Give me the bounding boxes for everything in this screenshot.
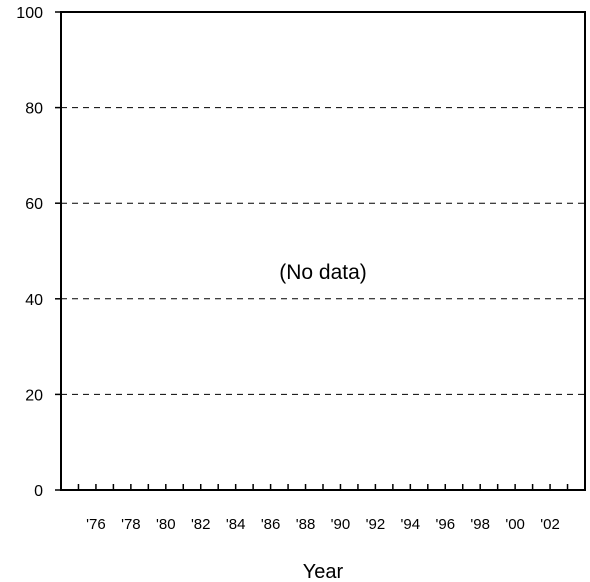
y-tick-label-0: 0 [34,483,43,500]
x-tick-label-1992: '92 [366,516,386,533]
x-axis-ticks: '76 '78 '80 '82 '84 '86 '88 '90 '92 '94 '96 '98 '00 '… [77,484,569,533]
grid-lines [61,107,585,395]
x-tick-label-1984: '84 [226,516,246,533]
y-tick-label-40: 40 [25,292,43,309]
plot-area-frame [60,11,586,491]
x-tick-label-1978: '78 [121,516,141,533]
x-tick-label-1990: '90 [331,516,351,533]
x-tick-label-1994: '94 [401,516,421,533]
x-tick-label-2000: '00 [505,516,525,533]
x-tick-label-1998: '98 [470,516,490,533]
y-axis-ticks: 0 20 40 60 80 100 [16,5,61,500]
y-tick-label-60: 60 [25,196,43,213]
x-tick-label-1986: '86 [261,516,281,533]
y-tick-label-20: 20 [25,387,43,404]
no-data-annotation: (No data) [279,261,367,284]
x-tick-label-1988: '88 [296,516,316,533]
x-tick-label-1982: '82 [191,516,211,533]
x-axis-label: Year [303,561,344,582]
y-tick-label-100: 100 [16,5,43,22]
x-tick-label-1976: '76 [86,516,106,533]
y-tick-label-80: 80 [25,101,43,118]
x-tick-label-1980: '80 [156,516,176,533]
x-tick-label-2002: '02 [540,516,560,533]
x-tick-label-1996: '96 [435,516,455,533]
